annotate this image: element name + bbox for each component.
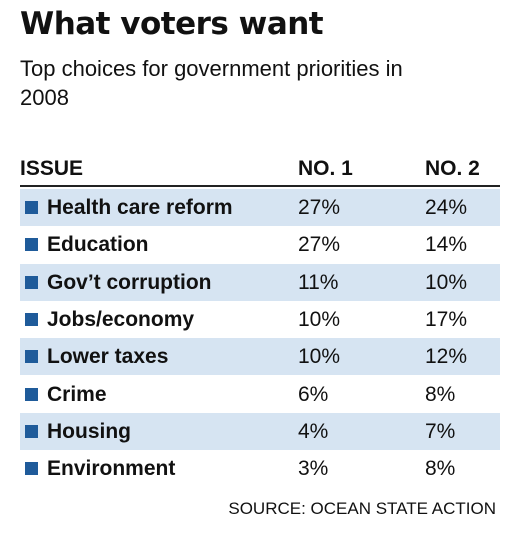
percent-cell: 3%: [298, 457, 329, 481]
table-row: Crime 6% 8%: [20, 376, 500, 413]
row-marker: [25, 387, 38, 401]
row-marker: [25, 424, 38, 438]
issue-label: Jobs/economy: [47, 307, 195, 331]
column-header: NO. 1: [298, 157, 353, 180]
issue-label: Crime: [47, 382, 107, 406]
issue-label: Health care reform: [47, 196, 233, 219]
source: SOURCE: OCEAN STATE ACTION: [228, 499, 496, 518]
percent-cell: 27%: [298, 233, 341, 257]
percent-cell: 14%: [425, 233, 468, 257]
percent-cell: 10%: [298, 307, 341, 331]
table-row: Gov’t corruption 11% 10%: [20, 263, 500, 301]
row-marker: [25, 312, 38, 326]
percent-cell: 10%: [298, 345, 341, 369]
issue-label: Lower taxes: [47, 345, 169, 369]
table-row: Education 27% 14%: [20, 226, 500, 263]
row-marker: [25, 201, 38, 214]
table-row: Jobs/economy 10% 17%: [20, 301, 500, 338]
row-marker: [25, 275, 38, 289]
percent-cell: 8%: [425, 457, 456, 481]
title: What voters want: [20, 6, 324, 42]
row-marker: [25, 462, 38, 476]
percent-cell: 4%: [298, 419, 329, 443]
table-row: Environment 3% 8%: [20, 450, 500, 487]
percent-cell: 7%: [425, 419, 456, 443]
header-rule: [20, 185, 500, 187]
row-marker: [25, 238, 38, 252]
row-marker: [25, 350, 38, 364]
percent-cell: 12%: [425, 345, 468, 369]
percent-cell: 24%: [425, 196, 468, 219]
percent-cell: 6%: [298, 382, 329, 406]
table-row: Housing 4% 7%: [20, 412, 500, 450]
percent-cell: 8%: [425, 382, 456, 406]
issue-label: Education: [47, 233, 149, 257]
percent-cell: 27%: [298, 196, 341, 219]
percent-cell: 17%: [425, 307, 468, 331]
percent-cell: 10%: [425, 270, 468, 294]
column-header: ISSUE: [20, 157, 84, 180]
percent-cell: 11%: [298, 270, 339, 294]
column-header: NO. 2: [425, 157, 480, 180]
table-row: Health care reform 27% 24%: [20, 189, 500, 226]
issue-label: Housing: [47, 419, 131, 443]
issue-label: Environment: [47, 457, 176, 481]
table-row: Lower taxes 10% 12%: [20, 338, 500, 376]
subtitle: Top choices for government priorities in…: [20, 56, 403, 110]
issue-label: Gov’t corruption: [47, 270, 212, 294]
